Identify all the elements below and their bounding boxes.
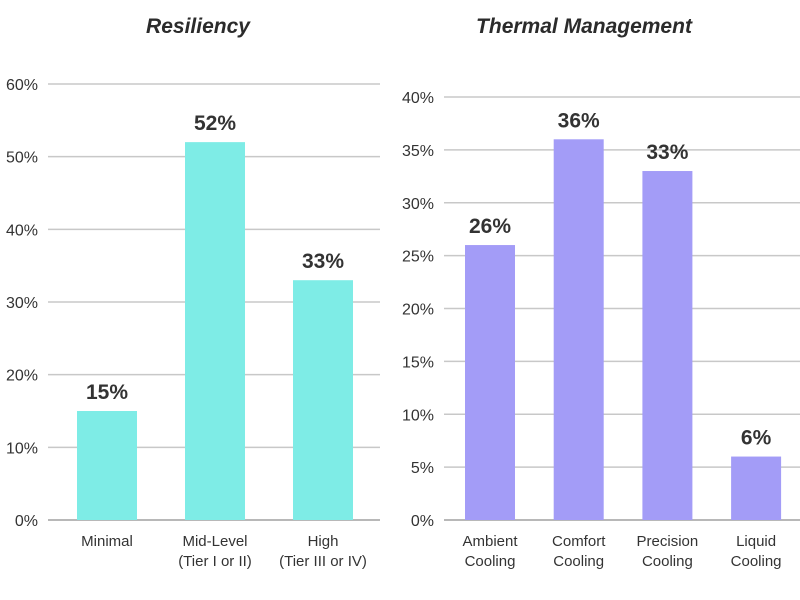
resiliency-y-tick-label: 0% bbox=[15, 513, 38, 530]
thermal-y-tick-label: 5% bbox=[411, 460, 434, 477]
thermal-y-tick-label: 35% bbox=[402, 143, 434, 160]
resiliency-y-tick-label: 30% bbox=[6, 295, 38, 312]
resiliency-category-label: Minimal bbox=[81, 533, 133, 550]
resiliency-y-tick-label: 60% bbox=[6, 77, 38, 94]
thermal-category-label: Cooling bbox=[731, 553, 782, 570]
thermal-bar bbox=[731, 456, 782, 520]
thermal-y-tick-label: 30% bbox=[402, 196, 434, 213]
resiliency-chart: Resiliency 0% 10% 20% 30% 40% 50% 60% 15% Minima… bbox=[6, 15, 380, 570]
resiliency-y-tick-label: 20% bbox=[6, 368, 38, 385]
resiliency-bar-value-label: 33% bbox=[302, 250, 344, 273]
resiliency-chart-title: Resiliency bbox=[146, 15, 251, 38]
resiliency-y-tick-label: 10% bbox=[6, 440, 38, 457]
thermal-category-label: Cooling bbox=[465, 553, 516, 570]
resiliency-bar-value-label: 52% bbox=[194, 112, 236, 135]
thermal-bar-value-label: 36% bbox=[558, 109, 600, 132]
thermal-category-label: Cooling bbox=[553, 553, 604, 570]
resiliency-bar bbox=[293, 280, 353, 520]
thermal-bar-value-label: 26% bbox=[469, 215, 511, 238]
thermal-y-tick-label: 40% bbox=[402, 90, 434, 107]
resiliency-bar bbox=[185, 142, 245, 520]
thermal-management-chart: Thermal Management 0% 5% 10% 15% 20% 25% 30% 35… bbox=[402, 15, 800, 570]
thermal-bar-value-label: 33% bbox=[646, 141, 688, 164]
resiliency-category-label: (Tier I or II) bbox=[178, 553, 252, 570]
thermal-category-label: Liquid bbox=[736, 533, 776, 550]
thermal-category-label: Comfort bbox=[552, 533, 606, 550]
thermal-y-tick-label: 20% bbox=[402, 302, 434, 319]
thermal-bar bbox=[465, 245, 515, 521]
thermal-bar-value-label: 6% bbox=[741, 427, 772, 450]
thermal-management-chart-title: Thermal Management bbox=[476, 15, 693, 38]
thermal-category-label: Precision bbox=[637, 533, 699, 550]
thermal-bar bbox=[642, 171, 693, 520]
resiliency-category-label: Mid-Level bbox=[182, 533, 247, 550]
thermal-y-tick-label: 25% bbox=[402, 249, 434, 266]
thermal-y-tick-label: 0% bbox=[411, 513, 434, 530]
thermal-y-tick-label: 15% bbox=[402, 354, 434, 371]
thermal-category-label: Cooling bbox=[642, 553, 693, 570]
resiliency-y-tick-label: 50% bbox=[6, 150, 38, 167]
resiliency-bar bbox=[77, 411, 137, 520]
thermal-y-tick-label: 10% bbox=[402, 407, 434, 424]
resiliency-category-label: High bbox=[308, 533, 339, 550]
resiliency-y-tick-label: 40% bbox=[6, 222, 38, 239]
resiliency-category-label: (Tier III or IV) bbox=[279, 553, 367, 570]
resiliency-bar-value-label: 15% bbox=[86, 381, 128, 404]
thermal-bar bbox=[553, 139, 604, 521]
thermal-category-label: Ambient bbox=[462, 533, 518, 550]
